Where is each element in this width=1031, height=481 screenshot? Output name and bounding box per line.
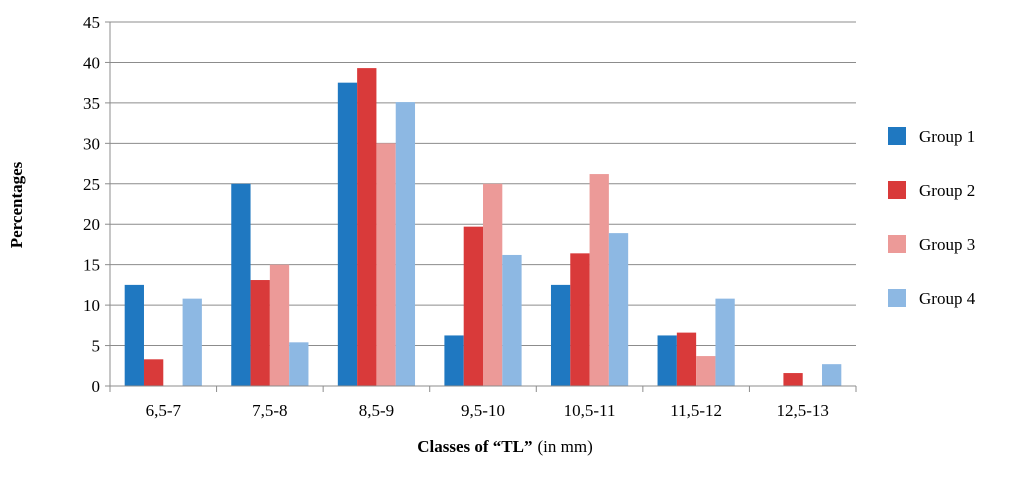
bar	[502, 254, 522, 386]
bar	[357, 68, 377, 387]
legend-swatch	[888, 181, 906, 199]
y-tick-label: 40	[83, 53, 100, 72]
y-axis-title: Percentages	[7, 161, 26, 248]
y-tick-label: 5	[92, 337, 101, 356]
bar	[395, 102, 416, 386]
bar	[589, 174, 609, 386]
y-tick-label: 30	[83, 134, 100, 153]
x-tick-label: 12,5-13	[777, 401, 829, 420]
legend-label: Group 2	[919, 181, 975, 200]
bar	[657, 335, 677, 386]
bar	[570, 253, 590, 386]
bar	[182, 298, 202, 386]
bar	[124, 284, 144, 386]
bar	[231, 183, 251, 386]
y-tick-label: 0	[92, 377, 101, 396]
bar	[463, 226, 483, 386]
bar	[483, 183, 503, 386]
legend-label: Group 4	[919, 289, 976, 308]
legend: Group 1 Group 2 Group 3 Group 4	[888, 127, 976, 308]
x-tick-label: 10,5-11	[564, 401, 616, 420]
bar	[376, 143, 396, 386]
legend-label: Group 1	[919, 127, 975, 146]
bar	[444, 335, 464, 386]
bar	[337, 82, 358, 387]
x-axis-title: Classes of “TL” (in mm)	[417, 437, 592, 456]
y-tick-label: 20	[83, 215, 100, 234]
legend-label: Group 3	[919, 235, 975, 254]
bar	[269, 264, 290, 386]
y-tick-label: 15	[83, 256, 100, 275]
x-tick-label: 11,5-12	[670, 401, 722, 420]
bar	[715, 298, 735, 386]
bar	[143, 359, 164, 386]
y-tick-label: 35	[83, 94, 100, 113]
y-tick-label: 10	[83, 296, 100, 315]
legend-swatch	[888, 235, 906, 253]
x-tick-label: 9,5-10	[461, 401, 505, 420]
x-axis-title-main: Classes of “TL”	[417, 437, 532, 456]
x-tick-label: 7,5-8	[252, 401, 287, 420]
bar	[676, 332, 697, 386]
axes	[105, 21, 857, 392]
legend-swatch	[888, 289, 906, 307]
bar	[608, 233, 629, 386]
x-tick-labels: 6,5-7 7,5-8 8,5-9 9,5-10 10,5-11 11,5-12 12,5-…	[146, 401, 829, 420]
y-tick-labels: 0 5 10 15 20 25 30 35 40 45	[83, 13, 100, 396]
bar	[783, 373, 803, 386]
y-tick-label: 25	[83, 175, 100, 194]
x-tick-label: 8,5-9	[359, 401, 394, 420]
x-axis-title-unit: (in mm)	[537, 437, 592, 456]
bar	[822, 364, 842, 386]
bar	[696, 356, 716, 386]
x-tick-label: 6,5-7	[146, 401, 182, 420]
y-tick-label: 45	[83, 13, 100, 32]
bars	[124, 68, 842, 387]
bar	[550, 284, 571, 386]
legend-swatch	[888, 127, 906, 145]
bar	[289, 342, 309, 386]
bar	[250, 280, 270, 386]
